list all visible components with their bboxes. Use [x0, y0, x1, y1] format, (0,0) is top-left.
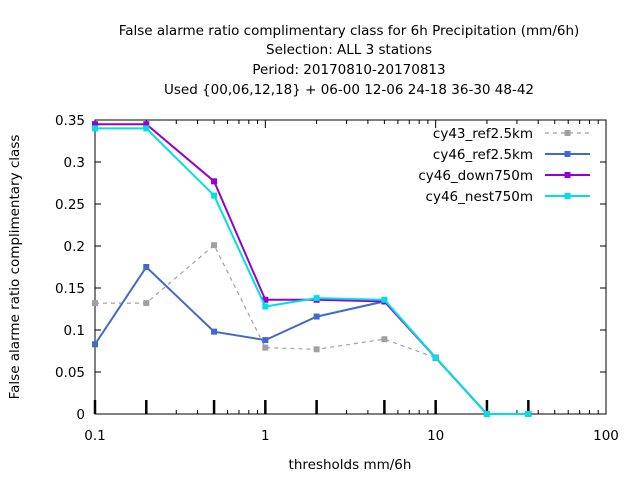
y-axis: 0 0.05 0.1 0.15 0.2 0.25 0.3 0.35 — [55, 113, 606, 423]
series-cy46_nest750m — [92, 125, 532, 417]
y-tick-label: 0.3 — [64, 155, 85, 171]
data-point — [211, 242, 218, 249]
data-point — [92, 125, 98, 132]
data-point — [143, 264, 150, 270]
y-tick-label: 0.25 — [55, 197, 85, 213]
data-point — [143, 125, 150, 132]
legend-swatch-marker — [564, 130, 571, 136]
legend-label: cy43_ref2.5km — [433, 126, 533, 142]
legend-item: cy46_nest750m — [426, 189, 590, 205]
data-point — [92, 121, 98, 128]
series-cy46_ref2.5km — [92, 264, 532, 417]
data-point — [262, 296, 269, 303]
data-point — [313, 346, 320, 353]
data-point — [313, 313, 320, 320]
y-tick-label: 0.35 — [55, 113, 85, 129]
title-line-1: False alarme ratio complimentary class f… — [119, 23, 580, 39]
data-point — [92, 341, 98, 348]
x-axis: 0.1 1 10 100 — [84, 120, 619, 444]
data-point — [211, 178, 218, 185]
y-tick-label: 0.15 — [55, 281, 85, 297]
y-tick-label: 0.05 — [55, 365, 85, 381]
legend-item: cy43_ref2.5km — [433, 126, 590, 142]
x-tick-label: 10 — [427, 428, 444, 444]
data-point — [483, 411, 490, 417]
data-point — [211, 192, 218, 199]
data-point — [143, 300, 150, 307]
chart-title: False alarme ratio complimentary class f… — [119, 23, 580, 98]
threshold-markers — [93, 400, 530, 414]
legend-swatch-marker — [564, 151, 571, 157]
data-point — [432, 354, 439, 361]
series-layer — [92, 121, 532, 417]
legend: cy43_ref2.5km cy46_ref2.5km cy46_down750mc… — [418, 126, 590, 205]
legend-swatch-marker — [564, 172, 571, 178]
x-tick-label: 0.1 — [84, 428, 105, 444]
y-tick-label: 0 — [76, 407, 85, 423]
data-point — [381, 296, 388, 303]
legend-swatch-marker — [564, 193, 571, 199]
data-point — [381, 336, 388, 343]
data-point — [313, 295, 320, 302]
x-axis-label: thresholds mm/6h — [289, 457, 412, 473]
legend-item: cy46_ref2.5km — [433, 147, 590, 163]
legend-label: cy46_nest750m — [426, 189, 533, 205]
data-point — [262, 344, 269, 351]
x-tick-label: 1 — [261, 428, 270, 444]
x-tick-label: 100 — [593, 428, 619, 444]
data-point — [211, 328, 218, 335]
data-point — [262, 337, 269, 344]
series-cy46_down750m — [92, 121, 532, 417]
data-point — [143, 121, 150, 128]
title-line-4: Used {00,06,12,18} + 06-00 12-06 24-18 3… — [164, 82, 534, 98]
title-line-3: Period: 20170810-20170813 — [252, 62, 445, 78]
legend-item: cy46_down750m — [418, 168, 590, 184]
y-tick-label: 0.1 — [64, 323, 85, 339]
y-tick-label: 0.2 — [64, 239, 85, 255]
data-point — [92, 300, 98, 307]
legend-label: cy46_ref2.5km — [433, 147, 533, 163]
data-point — [525, 411, 532, 417]
series-line — [94, 265, 529, 415]
y-axis-label: False alarme ratio complimentary class — [7, 135, 23, 400]
plot-frame — [94, 119, 607, 415]
title-line-2: Selection: ALL 3 stations — [266, 42, 432, 58]
data-point — [262, 303, 269, 310]
legend-label: cy46_down750m — [418, 168, 533, 184]
